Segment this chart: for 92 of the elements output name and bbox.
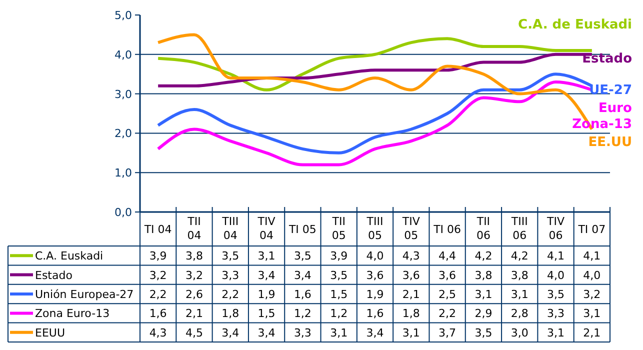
- data-label: 3,1: [510, 288, 528, 301]
- data-label: 3,4: [366, 326, 384, 340]
- data-label: 1,8: [402, 307, 420, 320]
- data-label: 3,8: [474, 268, 492, 282]
- data-label: 4,5: [185, 326, 203, 340]
- data-label: 4,1: [583, 250, 601, 263]
- y-tick-label: 2,0: [114, 127, 132, 140]
- x-tick-label: TIV 04: [256, 215, 276, 242]
- legend-label: Unión Europea-27: [35, 288, 134, 301]
- data-label: 3,1: [547, 326, 565, 340]
- annotation: EE.UU: [588, 134, 632, 150]
- data-label: 3,5: [330, 268, 348, 282]
- data-label: 3,1: [258, 250, 276, 263]
- data-label: 3,6: [438, 268, 456, 282]
- data-label: 1,5: [330, 288, 348, 301]
- data-label: 3,1: [583, 307, 601, 320]
- x-tick-label: TIII 06: [510, 215, 528, 242]
- x-tick-label: TII 06: [476, 215, 490, 242]
- data-label: 1,6: [366, 307, 384, 320]
- x-tick-label: TIV 05: [401, 215, 420, 242]
- data-label: 3,2: [583, 288, 601, 301]
- annotation: C.A. de Euskadi: [518, 17, 632, 32]
- data-label: 3,4: [258, 268, 276, 282]
- data-label: 4,3: [402, 250, 420, 263]
- legend-label: Zona Euro-13: [35, 307, 110, 320]
- data-label: 3,5: [294, 250, 312, 263]
- data-label: 1,8: [222, 307, 240, 320]
- data-label: 2,1: [185, 307, 203, 320]
- data-label: 3,6: [402, 268, 420, 282]
- y-tick-label: 4,0: [114, 48, 132, 62]
- data-label: 3,4: [258, 326, 276, 340]
- data-label: 1,6: [149, 307, 167, 320]
- x-tick-label: TII 04: [186, 215, 202, 242]
- data-label: 2,5: [438, 288, 456, 301]
- data-label: 4,0: [366, 250, 384, 263]
- legend-label: C.A. Euskadi: [35, 250, 104, 263]
- x-tick-label: TI 07: [577, 223, 606, 236]
- y-tick-label: 3,0: [114, 88, 132, 101]
- y-tick-label: 5,0: [114, 9, 132, 22]
- data-label: 2,2: [149, 288, 167, 301]
- data-label: 3,4: [294, 268, 312, 282]
- data-label: 3,4: [222, 326, 240, 340]
- x-tick-label: TIV 06: [546, 215, 565, 242]
- data-label: 3,9: [149, 250, 167, 263]
- data-label: 2,6: [185, 288, 203, 301]
- data-label: 3,7: [438, 326, 456, 340]
- data-label: 3,8: [510, 268, 528, 282]
- x-tick-label: TI 04: [143, 223, 172, 236]
- data-label: 3,6: [366, 268, 384, 282]
- data-label: 3,2: [149, 268, 167, 282]
- data-label: 3,2: [185, 268, 203, 282]
- data-label: 2,2: [438, 307, 456, 320]
- data-label: 1,2: [294, 307, 312, 320]
- data-label: 4,0: [547, 268, 565, 282]
- data-label: 2,1: [583, 326, 601, 340]
- x-tick-label: TI 06: [432, 223, 462, 236]
- data-label: 2,2: [222, 288, 240, 301]
- data-label: 3,5: [222, 250, 240, 263]
- x-tick-label: TII 05: [331, 215, 346, 242]
- data-label: 3,1: [474, 288, 492, 301]
- data-label: 2,1: [402, 288, 420, 301]
- data-label: 3,5: [547, 288, 565, 301]
- y-tick-label: 0,0: [114, 206, 132, 219]
- data-label: 3,0: [510, 326, 528, 340]
- y-tick-label: 1,0: [114, 166, 132, 180]
- data-label: 4,3: [149, 326, 167, 340]
- data-label: 3,5: [474, 326, 492, 340]
- data-label: 2,9: [474, 307, 492, 320]
- data-label: 1,2: [330, 307, 348, 320]
- data-label: 1,6: [294, 288, 312, 301]
- data-label: 1,5: [258, 307, 276, 320]
- data-label: 3,9: [330, 250, 348, 263]
- legend-label: EEUU: [35, 326, 66, 340]
- data-label: 4,2: [510, 250, 528, 263]
- annotation: UE-27: [589, 82, 632, 98]
- data-label: 1,9: [366, 288, 384, 301]
- data-label: 4,0: [583, 268, 601, 282]
- data-label: 3,1: [402, 326, 420, 340]
- data-label: 4,4: [438, 250, 456, 263]
- data-label: 3,3: [294, 326, 312, 340]
- data-label: 3,3: [222, 268, 240, 282]
- data-label: 4,1: [547, 250, 565, 263]
- data-label: 3,8: [185, 250, 203, 263]
- x-tick-label: TI 05: [288, 223, 316, 236]
- data-label: 3,1: [330, 326, 348, 340]
- data-label: 3,3: [547, 307, 565, 320]
- data-label: 1,9: [258, 288, 276, 301]
- x-tick-label: TIII 04: [221, 215, 239, 242]
- data-label: 4,2: [474, 250, 492, 263]
- x-tick-label: TIII 05: [366, 215, 384, 242]
- data-label: 2,8: [510, 307, 528, 320]
- legend-label: Estado: [35, 268, 73, 282]
